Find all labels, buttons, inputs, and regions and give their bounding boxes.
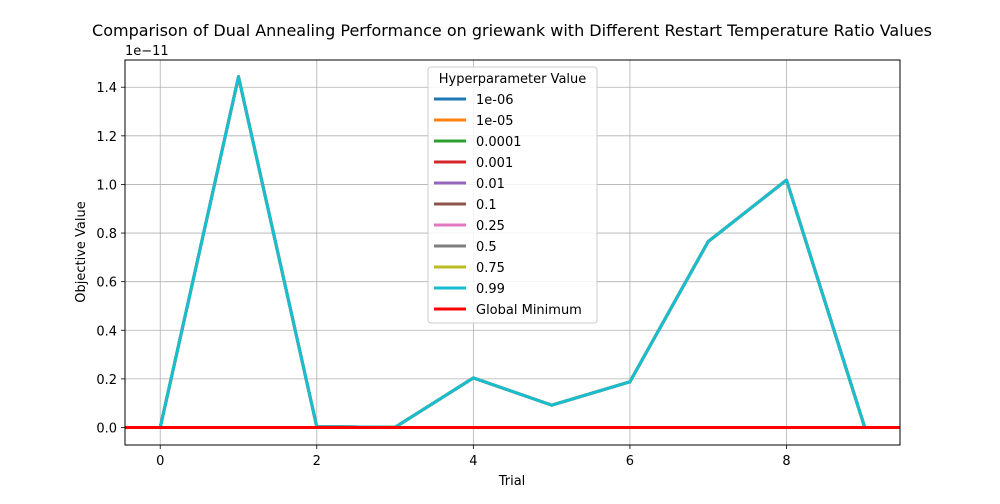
y-axis-label: Objective Value bbox=[74, 201, 89, 302]
y-tick-label: 0.4 bbox=[96, 324, 117, 339]
legend-label: 0.99 bbox=[476, 282, 505, 297]
legend-label: 0.1 bbox=[476, 198, 497, 213]
y-tick-label: 1.2 bbox=[96, 130, 117, 145]
y-tick-label: 0.8 bbox=[96, 227, 117, 242]
legend-label: 0.5 bbox=[476, 240, 497, 255]
y-offset-text: 1e−11 bbox=[125, 44, 169, 59]
y-tick-label: 0.0 bbox=[96, 422, 117, 437]
series-line-0.99 bbox=[158, 75, 867, 429]
legend-label: 0.75 bbox=[476, 261, 505, 276]
legend-box bbox=[427, 66, 598, 324]
x-tick-label: 0 bbox=[156, 454, 164, 469]
legend: Hyperparameter Value 1e-06 1e-05 0.0001 0.0… bbox=[427, 66, 598, 324]
x-axis-label: Trial bbox=[498, 474, 526, 489]
plot-frame bbox=[124, 59, 901, 446]
legend-label: 1e-05 bbox=[476, 114, 514, 129]
legend-label: 0.25 bbox=[476, 219, 505, 234]
x-tick-label: 2 bbox=[313, 454, 321, 469]
legend-label: 0.001 bbox=[476, 156, 513, 171]
chart-title: Comparison of Dual Annealing Performance… bbox=[92, 21, 932, 40]
legend-label: 0.0001 bbox=[476, 135, 522, 150]
y-axis-ticks: 0.0 0.2 0.4 0.6 0.8 1.0 1.2 1.4 bbox=[96, 81, 125, 437]
series-lines bbox=[158, 75, 867, 429]
x-axis-ticks: 0 2 4 6 8 bbox=[156, 445, 791, 469]
x-tick-label: 6 bbox=[626, 454, 634, 469]
legend-items: 1e-06 1e-05 0.0001 0.001 0.01 0.1 0.25 0.5 0.75 0… bbox=[434, 93, 582, 318]
legend-title: Hyperparameter Value bbox=[439, 72, 587, 87]
y-tick-label: 0.6 bbox=[96, 276, 117, 291]
legend-label: 0.01 bbox=[476, 177, 505, 192]
legend-label: 1e-06 bbox=[476, 93, 514, 108]
y-tick-label: 1.4 bbox=[96, 81, 117, 96]
legend-label: Global Minimum bbox=[476, 303, 582, 318]
y-tick-label: 0.2 bbox=[96, 373, 117, 388]
x-tick-label: 8 bbox=[782, 454, 790, 469]
y-tick-label: 1.0 bbox=[96, 178, 117, 193]
x-tick-label: 4 bbox=[469, 454, 477, 469]
